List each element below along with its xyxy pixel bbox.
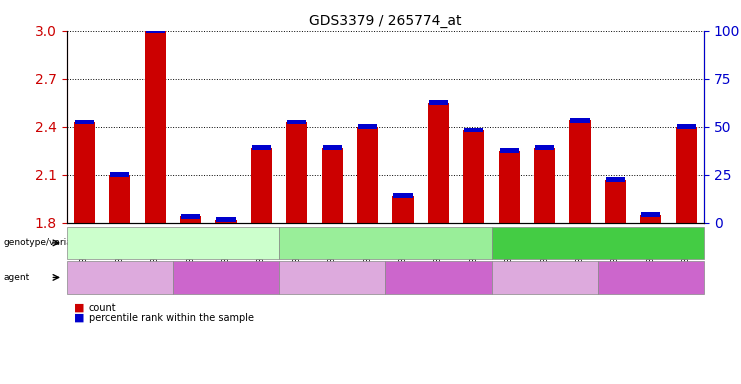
Bar xyxy=(676,127,697,223)
Bar xyxy=(677,124,696,129)
Text: control: control xyxy=(528,272,562,283)
Bar xyxy=(463,130,485,223)
Bar xyxy=(288,119,306,124)
Text: gun5 mutant: gun5 mutant xyxy=(566,238,630,248)
Text: ■: ■ xyxy=(74,313,84,323)
Bar xyxy=(109,175,130,223)
Bar xyxy=(534,147,555,223)
Text: count: count xyxy=(89,303,116,313)
Bar xyxy=(640,215,662,223)
Bar xyxy=(465,127,483,132)
Bar xyxy=(322,145,342,150)
Bar xyxy=(322,147,343,223)
Bar xyxy=(180,216,202,223)
Bar xyxy=(499,148,519,153)
Bar xyxy=(250,147,272,223)
Text: ■: ■ xyxy=(74,303,84,313)
Text: control: control xyxy=(316,272,349,283)
Text: norflurazon: norflurazon xyxy=(623,272,679,283)
Bar xyxy=(181,214,200,219)
Text: norflurazon: norflurazon xyxy=(198,272,254,283)
Bar xyxy=(428,103,449,223)
Bar xyxy=(606,177,625,182)
Text: control: control xyxy=(103,272,136,283)
Bar xyxy=(74,122,95,223)
Bar xyxy=(286,122,308,223)
Bar xyxy=(216,220,236,223)
Text: agent: agent xyxy=(4,273,30,282)
Bar xyxy=(252,145,271,150)
Text: genotype/variation: genotype/variation xyxy=(4,238,90,247)
Bar xyxy=(358,124,377,129)
Bar xyxy=(429,100,448,105)
Text: percentile rank within the sample: percentile rank within the sample xyxy=(89,313,254,323)
Bar xyxy=(357,127,378,223)
Text: wild-type: wild-type xyxy=(150,238,196,248)
Bar xyxy=(499,151,520,223)
Bar xyxy=(569,120,591,223)
Bar xyxy=(393,193,413,198)
Text: norflurazon: norflurazon xyxy=(411,272,466,283)
Title: GDS3379 / 265774_at: GDS3379 / 265774_at xyxy=(309,14,462,28)
Bar xyxy=(393,195,413,223)
Text: gun1-9 mutant: gun1-9 mutant xyxy=(349,238,422,248)
Bar xyxy=(641,212,660,217)
Bar xyxy=(605,180,626,223)
Bar xyxy=(146,28,165,33)
Bar xyxy=(110,172,130,177)
Bar xyxy=(144,31,166,223)
Bar xyxy=(571,118,590,123)
Bar xyxy=(75,119,94,124)
Bar xyxy=(216,217,236,222)
Bar xyxy=(535,145,554,150)
